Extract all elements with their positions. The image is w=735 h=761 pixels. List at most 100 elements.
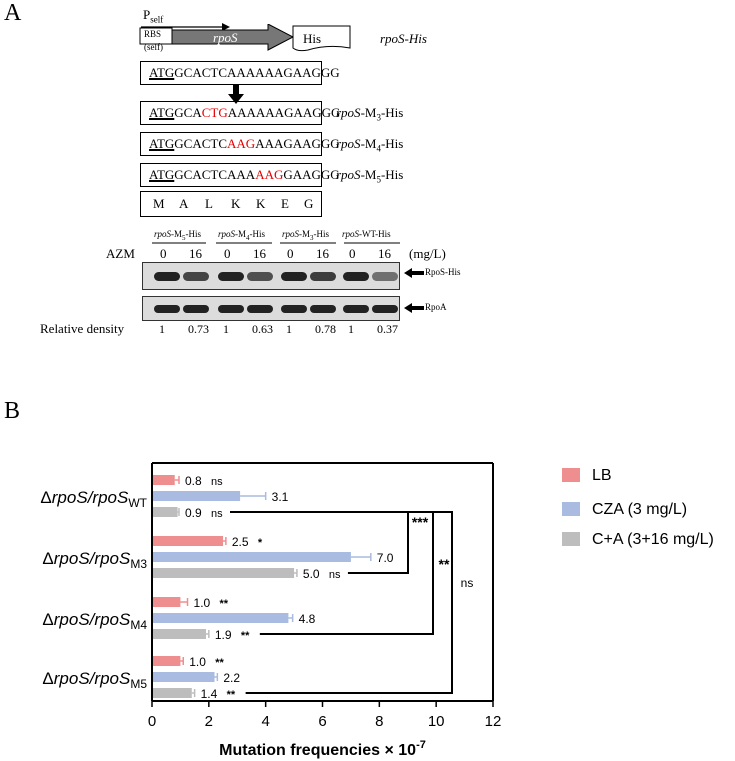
- x-tick-label: 0: [148, 713, 156, 730]
- significance-label: **: [227, 689, 236, 701]
- blot-band: [281, 305, 307, 313]
- x-tick-label: 12: [485, 713, 502, 730]
- western-blot-rpoa: [142, 296, 400, 321]
- panel-letter-a: A: [4, 0, 22, 26]
- azm-dose: 16: [316, 246, 329, 261]
- bar: [153, 536, 224, 546]
- blot-band: [154, 305, 180, 313]
- blot-band: [310, 305, 336, 313]
- blot-band: [247, 305, 273, 313]
- x-tick-label: 10: [428, 713, 445, 730]
- x-tick-label: 2: [205, 713, 213, 730]
- density-value: 1: [348, 322, 354, 336]
- bar: [153, 475, 175, 485]
- blot2-label: RpoA: [425, 302, 447, 312]
- construct-label: rpoS-His: [380, 31, 427, 46]
- bar-value-label: 2.2: [223, 671, 240, 685]
- bar: [153, 688, 192, 698]
- density-value: 0.63: [252, 322, 273, 336]
- comparison-bracket: [229, 511, 453, 694]
- blot-band: [218, 305, 244, 313]
- significance-label: ns: [211, 476, 223, 488]
- lane-label-m3: rpoS-M3-His: [282, 229, 330, 242]
- bar-value-label: 0.8: [185, 474, 202, 488]
- significance-label: **: [241, 630, 250, 642]
- blot-band: [183, 305, 209, 313]
- amino-acid: K: [256, 196, 266, 211]
- lane-label-m5: rpoS-M5-His: [154, 229, 202, 242]
- bar-value-label: 5.0: [303, 567, 320, 581]
- gene-construct-diagram: [139, 24, 351, 52]
- blot-band: [343, 272, 369, 281]
- legend-swatch: [562, 502, 580, 516]
- legend-label: CZA (3 mg/L): [592, 501, 687, 518]
- amino-acid: L: [205, 196, 213, 211]
- left-arrow-icon: [404, 303, 424, 313]
- x-tick-label: 4: [261, 713, 269, 730]
- down-arrow-icon: [228, 85, 244, 104]
- category-label: ΔrpoS/rpoSM4: [42, 610, 147, 632]
- comparison-label: ns: [461, 576, 474, 590]
- significance-label: **: [220, 598, 229, 610]
- mutation-frequency-chart: 0 2 4 6 8 10 12 Mutation frequencies × 10-7 Δrpo…: [40, 462, 714, 759]
- density-value: 1: [159, 322, 165, 336]
- azm-dose: 0: [224, 246, 231, 261]
- sequence-m4: ATGGCACTCAAGAAAGAAGGG: [140, 132, 340, 156]
- lane-underlines: [152, 242, 400, 244]
- label-m5: rpoS-M5-His: [336, 167, 404, 185]
- gene-label: rpoS: [213, 30, 238, 45]
- bar: [153, 597, 181, 607]
- category-label: ΔrpoS/rpoSM5: [42, 669, 147, 691]
- category-label: ΔrpoS/rpoSM3: [42, 549, 147, 571]
- sequence-m3: ATGGCACTGAAAAAAGAAGGG: [140, 101, 340, 125]
- bar-value-label: 0.9: [185, 506, 202, 520]
- bar: [153, 656, 181, 666]
- bar: [153, 613, 289, 623]
- bar-value-label: 3.1: [272, 490, 289, 504]
- bar-value-label: 4.8: [299, 612, 316, 626]
- significance-label: ns: [211, 508, 223, 520]
- density-value: 0.73: [188, 322, 209, 336]
- blot-band: [343, 305, 369, 313]
- lane-label-m4: rpoS-M4-His: [218, 229, 266, 242]
- azm-dose: 0: [349, 246, 356, 261]
- blot-band: [154, 272, 180, 281]
- left-arrow-icon: [404, 268, 424, 278]
- amino-acid-box: M A L K K E G: [140, 191, 322, 217]
- category-label: ΔrpoS/rpoSWT: [40, 488, 147, 510]
- amino-acid: G: [304, 196, 314, 211]
- legend-swatch: [562, 468, 580, 482]
- azm-dose: 0: [160, 246, 167, 261]
- azm-dose: 16: [189, 246, 202, 261]
- promoter-arrow: [141, 23, 230, 30]
- blot-band: [218, 272, 244, 281]
- amino-acid: M: [153, 196, 165, 211]
- legend-label: C+A (3+16 mg/L): [592, 531, 714, 548]
- bar: [153, 672, 215, 682]
- western-blot-rpos: [142, 262, 400, 290]
- amino-acid: E: [281, 196, 289, 211]
- bar: [153, 568, 295, 578]
- bar-value-label: 7.0: [377, 551, 394, 565]
- bar: [153, 507, 178, 517]
- azm-dose: 16: [253, 246, 266, 261]
- rbs-label: RBS: [144, 29, 162, 39]
- blot-band: [372, 272, 398, 281]
- significance-label: **: [215, 657, 224, 669]
- blot1-label: RpoS-His: [425, 267, 461, 277]
- density-value: 0.78: [315, 322, 336, 336]
- sequence-wt: ATGGCACTCAAAAAAGAAGGG: [140, 61, 340, 85]
- lane-label-wt: rpoS-WT-His: [342, 229, 391, 239]
- azm-dose: 0: [287, 246, 294, 261]
- azm-label: AZM: [106, 246, 135, 261]
- bar-value-label: 1.4: [201, 687, 218, 701]
- comparison-label: ***: [412, 514, 429, 530]
- azm-dose: 16: [378, 246, 391, 261]
- bar-value-label: 1.0: [189, 655, 206, 669]
- label-m4: rpoS-M4-His: [336, 136, 404, 154]
- blot-band: [281, 272, 307, 281]
- bar-value-label: 1.9: [215, 628, 232, 642]
- rbs-sub-label: (self): [144, 42, 163, 52]
- x-tick-label: 8: [375, 713, 383, 730]
- amino-acid: K: [231, 196, 241, 211]
